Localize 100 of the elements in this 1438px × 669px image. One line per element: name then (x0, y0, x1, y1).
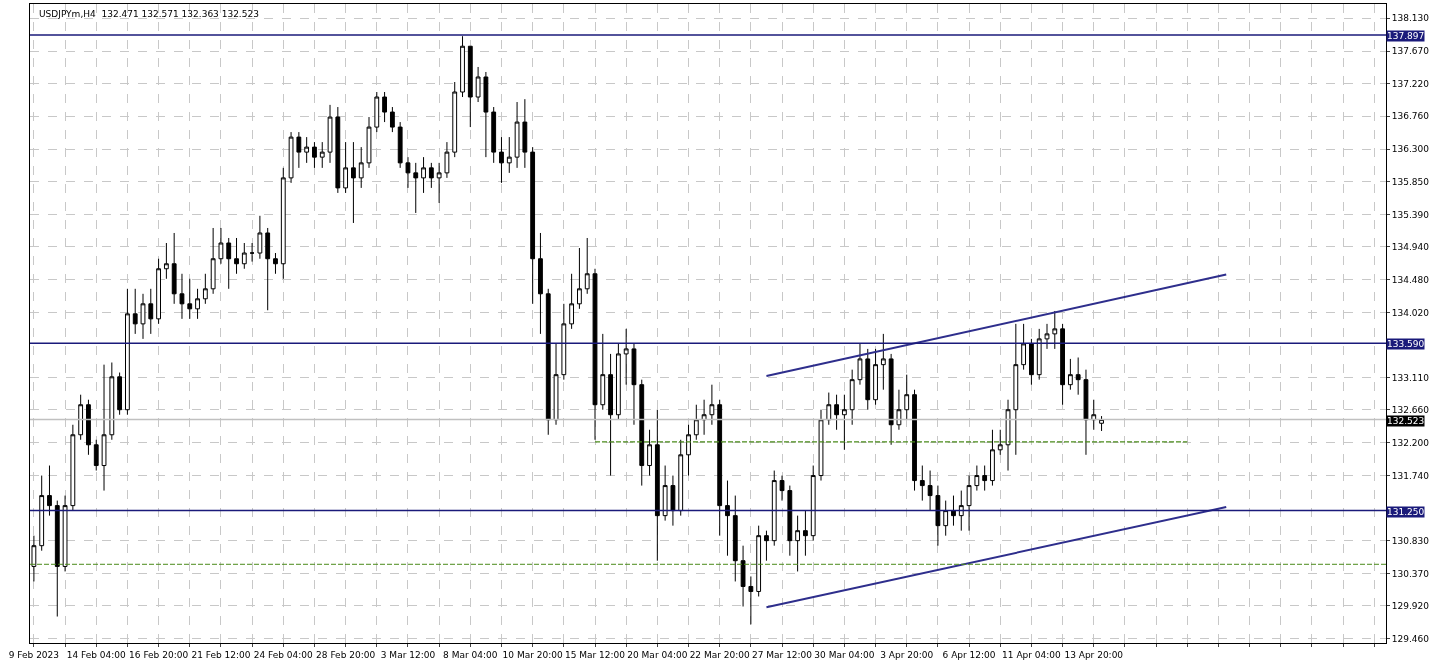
candlestick (132, 288, 138, 335)
candlestick (631, 343, 637, 426)
x-tick-label: 9 Feb 2023 (8, 649, 60, 660)
candlestick (1036, 328, 1042, 381)
candlestick (561, 303, 567, 381)
candlestick (70, 424, 76, 512)
candlestick (530, 146, 536, 305)
y-tick-label: 137.220 (1391, 78, 1430, 89)
ref-line-label: 137.897 (1387, 31, 1425, 41)
candlestick (725, 480, 730, 557)
candlestick (857, 343, 863, 386)
candlestick (312, 141, 317, 169)
candlestick (919, 465, 925, 502)
candlestick (93, 439, 99, 472)
candlestick (670, 475, 676, 527)
candlestick (343, 141, 349, 194)
candlestick (592, 268, 598, 441)
candlestick (803, 510, 808, 557)
candlestick (444, 141, 450, 179)
y-tick-label: 130.370 (1391, 568, 1430, 579)
candlestick (234, 237, 239, 275)
candlestick (990, 429, 995, 487)
candlestick (452, 81, 458, 158)
candlestick (125, 288, 130, 416)
candlestick (366, 116, 372, 169)
y-tick-label: 133.110 (1391, 372, 1430, 383)
candlestick (880, 333, 886, 391)
candlestick (54, 500, 60, 618)
candlestick (709, 384, 715, 426)
candlestick (740, 545, 746, 608)
x-tick-label: 14 Feb 04:00 (66, 649, 127, 660)
candlestick (405, 156, 411, 189)
x-tick-label: 11 Apr 04:00 (1002, 649, 1062, 660)
candlestick (1052, 310, 1058, 350)
candlestick (397, 121, 403, 169)
candlestick (1067, 358, 1073, 391)
candlestick (927, 470, 933, 512)
candlestick (748, 575, 754, 625)
candlestick (389, 106, 395, 133)
candlestick (506, 136, 512, 174)
candlestick (701, 399, 707, 436)
candlestick (171, 232, 177, 305)
candlestick (888, 353, 894, 446)
candlestick (1021, 323, 1027, 371)
candlestick (717, 399, 723, 537)
candlestick (257, 215, 263, 260)
x-tick-label: 16 Feb 20:00 (129, 649, 189, 660)
candlestick (241, 242, 247, 270)
candlestick (280, 167, 286, 280)
x-tick-label: 21 Feb 12:00 (191, 649, 251, 660)
candlestick (545, 288, 551, 436)
x-tick-label: 3 Mar 12:00 (380, 649, 436, 660)
candlestick (1083, 369, 1089, 456)
candlestick (195, 288, 200, 320)
candlestick (647, 429, 652, 477)
candlestick (62, 495, 68, 572)
candlestick (499, 136, 504, 184)
candlestick (249, 242, 255, 263)
candlestick (966, 475, 972, 532)
candlestick (327, 104, 333, 164)
y-tick-label: 132.200 (1391, 437, 1430, 448)
x-tick-label: 24 Feb 04:00 (253, 649, 314, 660)
candlestick (553, 343, 559, 426)
candlestick (841, 394, 847, 451)
candlestick (732, 495, 738, 582)
candlestick (319, 141, 325, 169)
candlestick (226, 237, 232, 290)
y-tick-label: 134.020 (1391, 307, 1430, 318)
y-tick-label: 130.830 (1391, 535, 1430, 546)
candlestick (795, 515, 801, 572)
y-tick-label: 135.850 (1391, 176, 1430, 187)
candlestick (202, 273, 208, 305)
y-tick-label: 136.300 (1391, 144, 1430, 155)
candlestick (693, 404, 699, 441)
candlestick (577, 247, 582, 310)
y-tick-label: 129.460 (1391, 633, 1430, 644)
y-tick-label: 138.130 (1391, 13, 1430, 24)
candlestick (873, 348, 878, 406)
candlestick (47, 465, 52, 517)
candlestick (818, 409, 824, 482)
candlestick (849, 369, 855, 426)
candlestick (1013, 323, 1019, 456)
candlestick (467, 45, 473, 128)
candlestick (538, 232, 543, 335)
candlestick (475, 66, 481, 103)
candlestick (623, 328, 629, 386)
x-tick-label: 6 Apr 12:00 (942, 649, 996, 660)
candlestick (1005, 399, 1011, 472)
candlestick (826, 392, 832, 426)
candlestick (210, 227, 216, 295)
candlestick (483, 71, 489, 158)
candlestick (834, 394, 839, 431)
candlestick (1029, 338, 1034, 386)
candlestick (413, 162, 419, 214)
candlestick (288, 131, 294, 184)
candlestick (686, 424, 691, 477)
candlestick (569, 273, 575, 330)
candlestick (982, 465, 988, 492)
x-tick-label: 13 Apr 20:00 (1064, 649, 1124, 660)
candlestick (935, 485, 941, 547)
